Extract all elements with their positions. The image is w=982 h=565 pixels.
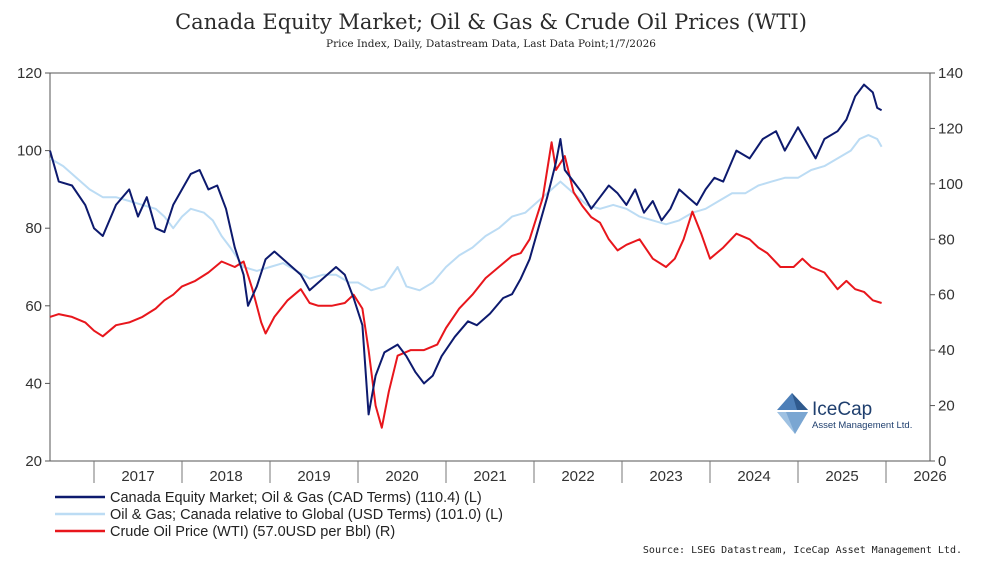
y-left-tick-label: 20 [25, 453, 42, 470]
y-right-tick-label: 80 [938, 231, 955, 248]
x-tick-label: 2021 [473, 468, 506, 485]
y-right-tick-label: 20 [938, 398, 955, 415]
x-tick-label: 2019 [297, 468, 330, 485]
x-tick-label: 2023 [649, 468, 682, 485]
source-note: Source: LSEG Datastream, IceCap Asset Ma… [643, 545, 962, 556]
y-left-tick-label: 40 [25, 375, 42, 392]
x-tick-label: 2018 [209, 468, 242, 485]
iceberg-icon [777, 393, 808, 434]
icecap-logo: IceCap Asset Management Ltd. [777, 393, 912, 434]
y-right-tick-label: 60 [938, 287, 955, 304]
x-tick-label: 2020 [385, 468, 418, 485]
legend-label-cad: Canada Equity Market; Oil & Gas (CAD Ter… [110, 490, 482, 506]
x-tick-label: 2025 [825, 468, 858, 485]
logo-subtitle: Asset Management Ltd. [812, 420, 912, 431]
series-layer [49, 83, 883, 429]
x-tick-label: 2026 [913, 468, 946, 485]
y-right-tick-label: 100 [938, 176, 963, 193]
x-tick-label: 2022 [561, 468, 594, 485]
legend-label-wti: Crude Oil Price (WTI) (57.0USD per Bbl) … [110, 524, 395, 540]
logo-name: IceCap [812, 399, 872, 420]
y-left-tick-label: 120 [17, 65, 42, 82]
y-left-tick-label: 100 [17, 143, 42, 160]
series-line-1 [49, 134, 883, 292]
series-line-0 [49, 83, 883, 416]
series-line-2 [49, 141, 882, 429]
y-right-tick-label: 140 [938, 65, 963, 82]
chart-subtitle: Price Index, Daily, Datastream Data, Las… [326, 38, 656, 50]
y-left-tick-label: 60 [25, 298, 42, 315]
y-right-tick-label: 40 [938, 342, 955, 359]
legend: Canada Equity Market; Oil & Gas (CAD Ter… [55, 490, 503, 540]
chart-title: Canada Equity Market; Oil & Gas & Crude … [175, 10, 807, 34]
y-right-tick-label: 0 [938, 453, 946, 470]
plot-frame [49, 72, 931, 462]
axis-layer: 20 40 60 80 100 120 0 20 40 60 80 100 120 140 2017 2018… [17, 65, 963, 485]
x-tick-label: 2024 [737, 468, 770, 485]
x-tick-label: 2017 [121, 468, 154, 485]
legend-label-relative: Oil & Gas; Canada relative to Global (US… [110, 507, 503, 523]
y-left-tick-label: 80 [25, 220, 42, 237]
y-right-tick-label: 120 [938, 120, 963, 137]
